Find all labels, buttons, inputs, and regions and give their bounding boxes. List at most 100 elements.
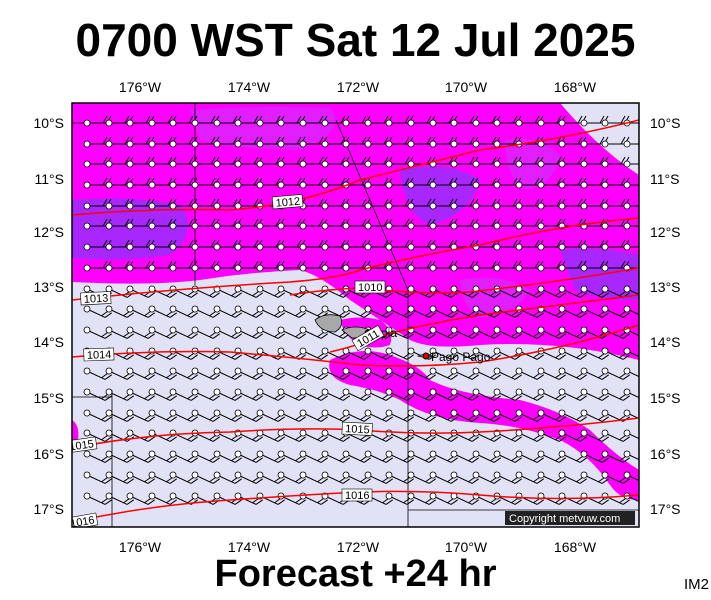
wind-barb <box>277 156 306 168</box>
wind-barb <box>364 347 393 360</box>
wind-barb <box>450 198 479 210</box>
forecast-time-title: 0700 WST Sat 12 Jul 2025 <box>75 14 636 66</box>
wind-barb <box>515 239 544 251</box>
wind-barb <box>601 388 630 401</box>
wind-barb <box>472 115 501 127</box>
map-panel: Apia Pago Pago 1012 1013 1010 1014 1011 … <box>69 103 639 527</box>
heavy-rain-cell <box>400 166 480 225</box>
wind-barb <box>558 450 587 463</box>
forecast-lead-time: Forecast +24 hr <box>214 553 497 595</box>
wind-barb <box>234 388 263 401</box>
wind-barb <box>623 140 639 148</box>
wind-barb <box>169 156 198 168</box>
wind-barb <box>342 409 371 422</box>
wind-barb <box>126 367 155 380</box>
isobar-label: 1015 <box>345 423 370 436</box>
wind-barb <box>407 239 436 251</box>
wind-barb <box>169 177 198 189</box>
isobar-label: 1013 <box>84 293 109 306</box>
wind-barbs <box>83 115 639 505</box>
wind-barb <box>515 347 544 360</box>
wind-barb <box>83 367 112 380</box>
wind-barb <box>342 388 371 401</box>
isobar-1010 <box>289 267 639 296</box>
wind-barb <box>169 198 198 210</box>
wind-barb <box>580 177 609 189</box>
wind-barb <box>623 305 639 318</box>
wind-barb <box>558 367 587 380</box>
wind-barb <box>105 218 134 230</box>
wind-barb <box>537 388 566 401</box>
wind-barb <box>83 177 112 189</box>
wind-barb <box>580 367 609 380</box>
wind-barb <box>407 305 436 318</box>
wind-barb <box>385 260 414 272</box>
wind-barb <box>493 218 522 230</box>
wind-barb <box>515 409 544 422</box>
wind-barb <box>385 367 414 380</box>
lat-label-right: 17°S <box>650 501 681 517</box>
wind-barb <box>105 409 134 422</box>
wind-barb <box>277 429 306 442</box>
wind-barb <box>148 177 177 189</box>
wind-barb <box>493 260 522 272</box>
wind-barb <box>623 181 639 189</box>
wind-barb <box>169 471 198 484</box>
wind-barb <box>126 305 155 318</box>
wind-barb <box>148 326 177 339</box>
wind-barb <box>234 492 263 505</box>
wind-barb <box>407 450 436 463</box>
wind-barb <box>537 492 566 505</box>
wind-barb <box>148 115 177 127</box>
wind-barb <box>105 239 134 251</box>
wind-barb <box>83 388 112 401</box>
wind-barb <box>537 285 566 298</box>
savaii-island <box>314 314 343 333</box>
isobar-label: 1016 <box>345 490 369 502</box>
wind-barb <box>277 136 306 148</box>
wind-barb <box>213 218 242 230</box>
wind-barb <box>148 156 177 168</box>
wind-barb <box>364 115 393 127</box>
wind-barb <box>515 450 544 463</box>
wind-barb <box>83 115 112 127</box>
wind-barb <box>148 218 177 230</box>
wind-barb <box>623 409 639 422</box>
wind-barb <box>537 471 566 484</box>
isobar-label: 1015 <box>69 438 95 453</box>
wind-barb <box>558 492 587 505</box>
wind-barb <box>385 326 414 339</box>
wind-barb <box>169 305 198 318</box>
lon-label-top: 172°W <box>337 79 380 95</box>
wind-barb <box>385 347 414 360</box>
wind-barb <box>407 388 436 401</box>
wind-barb <box>299 285 328 298</box>
wind-barb <box>623 202 639 210</box>
wind-barb <box>429 285 458 298</box>
wind-barb <box>169 218 198 230</box>
wind-barb <box>493 198 522 210</box>
wind-barb <box>191 450 220 463</box>
wind-barb <box>493 388 522 401</box>
wind-barb <box>385 115 414 127</box>
wind-barb <box>429 409 458 422</box>
wind-barb <box>299 471 328 484</box>
wind-barb <box>191 156 220 168</box>
wind-barb <box>256 326 285 339</box>
wind-barb <box>191 367 220 380</box>
wind-barb <box>126 285 155 298</box>
wind-barb <box>342 218 371 230</box>
wind-barb <box>429 115 458 127</box>
wind-barb <box>364 305 393 318</box>
lon-label-top: 176°W <box>119 79 162 95</box>
wind-barb <box>364 409 393 422</box>
wind-barb <box>299 367 328 380</box>
wind-barb <box>537 347 566 360</box>
wind-barb <box>299 492 328 505</box>
wind-barb <box>126 239 155 251</box>
place-label-pago-pago: Pago Pago <box>431 350 491 364</box>
lat-label-right: 14°S <box>650 334 681 350</box>
wind-barb <box>623 243 639 251</box>
wind-barb <box>601 285 630 298</box>
isobar-label: 1010 <box>358 282 382 294</box>
